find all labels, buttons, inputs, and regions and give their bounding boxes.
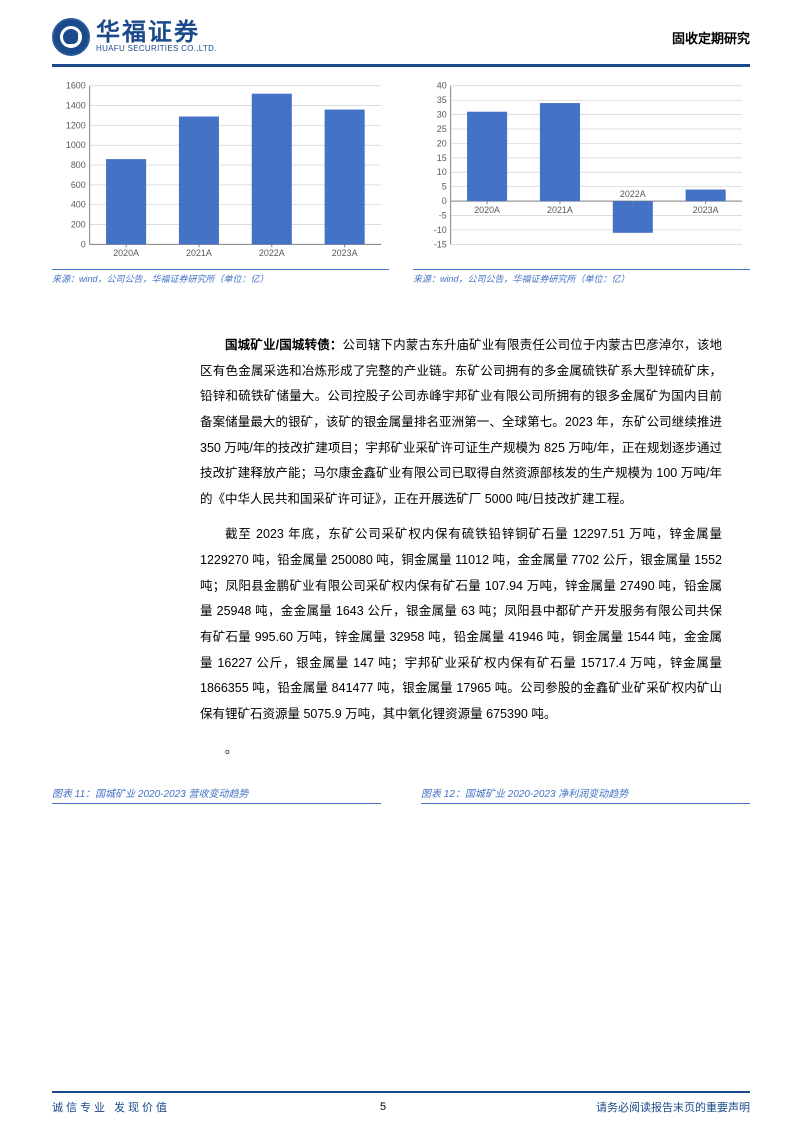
- chart-right-container: -15 -10 -5 0 5 10 15 20 25 30 35 40 2020A 2021A 2022A 2…: [413, 77, 750, 285]
- svg-text:-10: -10: [434, 225, 447, 235]
- header-divider: [52, 64, 750, 67]
- svg-text:30: 30: [437, 110, 447, 120]
- paragraph-1-lead: 国城矿业/国城转债：: [225, 338, 343, 352]
- svg-text:0: 0: [81, 239, 86, 249]
- svg-text:2023A: 2023A: [693, 205, 719, 215]
- figure-caption-12: 图表 12：国城矿业 2020-2023 净利润变动趋势: [421, 785, 750, 804]
- logo-text-cn: 华福证券: [96, 21, 217, 45]
- paragraph-dot: 。: [200, 737, 722, 763]
- logo-mark: [52, 18, 90, 56]
- svg-text:600: 600: [71, 180, 86, 190]
- svg-text:1400: 1400: [66, 101, 86, 111]
- svg-text:20: 20: [437, 138, 447, 148]
- revenue-chart: 0 200 400 600 800 1000 1200 1400 1600 2020A 2021A 2…: [52, 77, 389, 267]
- footer-disclaimer: 请务必阅读报告末页的重要声明: [596, 1099, 750, 1115]
- footer-divider: [52, 1091, 750, 1093]
- svg-text:2023A: 2023A: [332, 248, 358, 258]
- profit-chart: -15 -10 -5 0 5 10 15 20 25 30 35 40 2020A 2021A 2022A 2…: [413, 77, 750, 267]
- svg-text:25: 25: [437, 124, 447, 134]
- svg-text:2020A: 2020A: [474, 205, 500, 215]
- svg-text:10: 10: [437, 167, 447, 177]
- logo: 华福证券 HUAFU SECURITIES CO.,LTD.: [52, 18, 217, 56]
- svg-text:-5: -5: [439, 210, 447, 220]
- chart-left-source: 来源：wind，公司公告，华福证券研究所（单位：亿）: [52, 269, 389, 285]
- svg-text:40: 40: [437, 81, 447, 91]
- logo-text-en: HUAFU SECURITIES CO.,LTD.: [96, 45, 217, 53]
- svg-text:2022A: 2022A: [259, 248, 285, 258]
- svg-text:35: 35: [437, 95, 447, 105]
- chart-left-container: 0 200 400 600 800 1000 1200 1400 1600 2020A 2021A 2…: [52, 77, 389, 285]
- svg-text:-15: -15: [434, 239, 447, 249]
- svg-text:2022A: 2022A: [620, 189, 646, 199]
- footer-left: 诚信专业 发现价值: [52, 1099, 170, 1115]
- svg-text:5: 5: [442, 182, 447, 192]
- body-text: 国城矿业/国城转债：公司辖下内蒙古东升庙矿业有限责任公司位于内蒙古巴彦淖尔，该地…: [0, 285, 802, 763]
- paragraph-2: 截至 2023 年底，东矿公司采矿权内保有硫铁铅锌铜矿石量 12297.51 万…: [200, 522, 722, 727]
- header-category: 固收定期研究: [672, 28, 750, 47]
- svg-text:15: 15: [437, 153, 447, 163]
- paragraph-1: 国城矿业/国城转债：公司辖下内蒙古东升庙矿业有限责任公司位于内蒙古巴彦淖尔，该地…: [200, 333, 722, 512]
- chart-right-source: 来源：wind，公司公告，华福证券研究所（单位：亿）: [413, 269, 750, 285]
- svg-text:200: 200: [71, 220, 86, 230]
- svg-text:2020A: 2020A: [113, 248, 139, 258]
- svg-text:1200: 1200: [66, 120, 86, 130]
- svg-text:1600: 1600: [66, 81, 86, 91]
- svg-text:400: 400: [71, 200, 86, 210]
- svg-text:2021A: 2021A: [547, 205, 573, 215]
- paragraph-1-body: 公司辖下内蒙古东升庙矿业有限责任公司位于内蒙古巴彦淖尔，该地区有色金属采选和冶炼…: [200, 338, 722, 506]
- svg-text:0: 0: [442, 196, 447, 206]
- footer: 诚信专业 发现价值 5 请务必阅读报告末页的重要声明: [0, 1091, 802, 1115]
- svg-text:2021A: 2021A: [186, 248, 212, 258]
- figure-caption-11: 图表 11：国城矿业 2020-2023 营收变动趋势: [52, 785, 381, 804]
- page-number: 5: [380, 1101, 386, 1113]
- svg-text:800: 800: [71, 160, 86, 170]
- svg-text:1000: 1000: [66, 140, 86, 150]
